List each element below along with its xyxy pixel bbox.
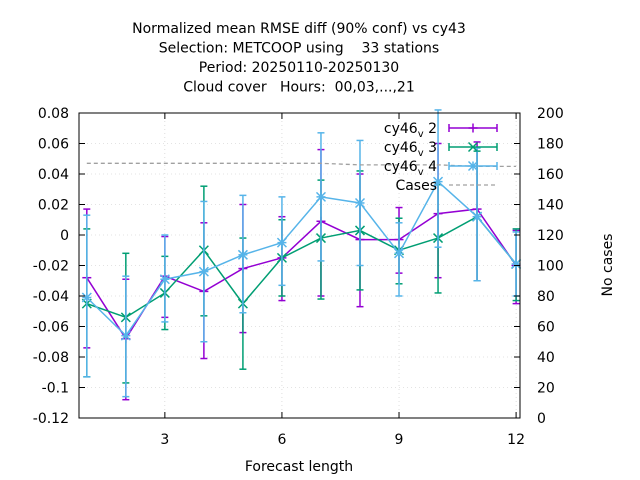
legend-label: cy46v 3 [384, 140, 437, 159]
y-tick-label: -0.04 [33, 289, 69, 305]
title-line: Selection: METCOOP using 33 stations [159, 41, 439, 57]
marker-stroke [237, 249, 248, 260]
series-1 [81, 150, 522, 384]
axis-ticks: 0.08 0.06 0.04 0.02 0 -0.02 -0.04 -0.06 -0.08 -0.… [33, 106, 564, 448]
y2-tick-label: 20 [537, 381, 555, 397]
x-tick-label: 9 [395, 432, 404, 448]
y2-tick-label: 80 [537, 289, 555, 305]
series-0 [82, 141, 521, 401]
marker-stroke [354, 197, 366, 209]
legend-item-1: cy46v 3 [384, 140, 498, 159]
series-point [467, 141, 479, 153]
marker-stroke [120, 330, 131, 341]
series-point [467, 160, 479, 172]
y2-tick-label: 200 [537, 106, 564, 122]
title-line: Cloud cover Hours: 00,03,...,21 [183, 80, 415, 96]
marker-stroke [276, 237, 287, 248]
legend-label: cy46v 4 [384, 159, 437, 178]
y2-tick-label: 60 [537, 320, 555, 336]
y-tick-label: 0.04 [38, 167, 69, 183]
cases-line [86, 162, 517, 168]
y-tick-label: -0.02 [33, 259, 69, 275]
marker-stroke [198, 266, 209, 277]
y2-tick-label: 100 [537, 259, 564, 275]
series-point [198, 266, 209, 277]
y-tick-label: -0.1 [42, 381, 69, 397]
series-point [237, 249, 248, 260]
series-line [86, 180, 517, 337]
y2-axis-label: No cases [600, 234, 616, 297]
marker-stroke [472, 211, 483, 222]
legend-item-0: cy46v 2 [384, 121, 498, 140]
series-3 [86, 162, 517, 168]
x-tick-label: 12 [507, 432, 525, 448]
plot-series [81, 109, 522, 401]
x-axis-label: Forecast length [245, 459, 353, 475]
y2-tick-label: 160 [537, 167, 564, 183]
y2-tick-label: 140 [537, 198, 564, 214]
series-line [86, 215, 517, 319]
marker-stroke [393, 248, 405, 259]
legend-item-3: Cases [395, 178, 497, 194]
legend-label: cy46v 2 [384, 121, 437, 140]
series-line [86, 208, 517, 341]
x-tick-label: 6 [277, 432, 286, 448]
y-tick-label: 0 [60, 228, 69, 244]
plot-grid [79, 112, 520, 419]
error-bar [395, 222, 403, 297]
y2-tick-label: 40 [537, 350, 555, 366]
y2-tick-label: 0 [537, 411, 546, 427]
series-point [315, 191, 326, 202]
marker-stroke [467, 160, 479, 172]
y2-tick-label: 120 [537, 228, 564, 244]
series-point [433, 176, 444, 187]
series-point [393, 248, 405, 259]
chart-title: Normalized mean RMSE diff (90% conf) vs … [132, 21, 466, 96]
y-tick-label: 0.06 [38, 137, 69, 153]
y-tick-label: 0.02 [38, 198, 69, 214]
series-2 [81, 109, 522, 398]
series-point [276, 237, 287, 248]
y-tick-label: -0.12 [33, 411, 69, 427]
x-tick-label: 3 [160, 432, 169, 448]
title-line: Period: 20250110-20250130 [199, 60, 399, 76]
y2-tick-label: 180 [537, 137, 564, 153]
marker-stroke [511, 258, 522, 270]
marker-stroke [315, 191, 326, 202]
marker-stroke [467, 141, 479, 153]
series-point [354, 197, 366, 209]
series-point [120, 330, 131, 341]
legend-item-2: cy46v 4 [384, 159, 498, 178]
title-line: Normalized mean RMSE diff (90% conf) vs … [132, 21, 466, 37]
series-point [159, 274, 170, 285]
marker-stroke [81, 292, 92, 303]
y-tick-label: -0.06 [33, 320, 69, 336]
marker-stroke [433, 176, 444, 187]
series-point [81, 292, 92, 303]
y-tick-label: -0.08 [33, 350, 69, 366]
series-point [468, 123, 478, 133]
legend-label: Cases [395, 178, 437, 194]
y-tick-label: 0.08 [38, 106, 69, 122]
series-point [472, 211, 483, 222]
marker-stroke [159, 274, 170, 285]
series-point [511, 258, 522, 270]
